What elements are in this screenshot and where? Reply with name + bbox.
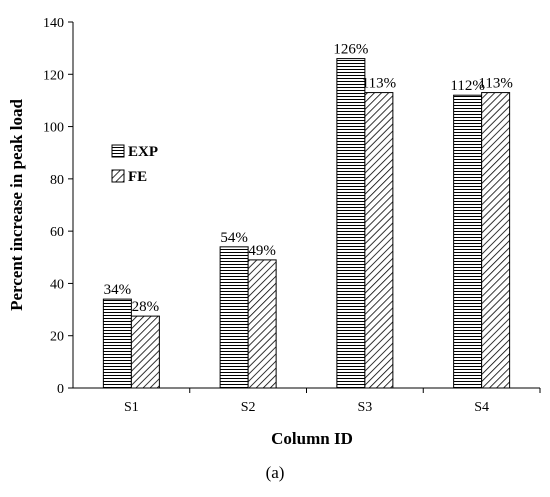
bar-exp-s1 — [102, 298, 132, 389]
legend-swatch-exp — [111, 144, 125, 158]
y-tick-label: 60 — [50, 225, 64, 240]
x-axis-title: Column ID — [271, 429, 353, 448]
x-tick-label: S2 — [241, 400, 256, 415]
data-label: 112% — [450, 78, 484, 94]
data-label: 28% — [132, 299, 160, 315]
x-tick-label: S1 — [124, 400, 139, 415]
legend-swatch-fe — [111, 169, 125, 183]
y-tick-label: 20 — [50, 330, 64, 345]
legend: EXP FE — [111, 144, 158, 185]
bars — [102, 58, 511, 389]
data-labels: 34% 54% 126% 112% 28% 49% 113% 113% — [104, 42, 513, 316]
y-tick-label: 0 — [57, 382, 64, 397]
legend-label-fe: FE — [128, 169, 147, 185]
y-tick-label: 120 — [43, 68, 64, 83]
data-label: 54% — [220, 230, 248, 246]
y-tick-label: 40 — [50, 277, 64, 292]
y-tick-label: 80 — [50, 173, 64, 188]
x-tick-label: S4 — [474, 400, 489, 415]
bar-exp-s3 — [336, 58, 366, 389]
bar-exp-s4 — [453, 94, 483, 389]
data-label: 113% — [478, 76, 512, 92]
bar-fe-s3 — [364, 92, 394, 389]
data-label: 113% — [362, 76, 396, 92]
data-label: 126% — [333, 42, 368, 58]
x-tick-label: S3 — [357, 400, 372, 415]
bar-exp-s2 — [219, 246, 249, 389]
bar-fe-s1 — [130, 315, 160, 389]
y-axis-title: Percent increase in peak load — [7, 99, 26, 311]
data-label: 49% — [248, 243, 276, 259]
figure-caption: (a) — [266, 463, 285, 482]
bar-fe-s2 — [247, 259, 277, 389]
axes: 0 20 40 60 80 100 120 140 S1 S2 S3 S4 — [43, 16, 541, 415]
y-tick-label: 100 — [43, 121, 64, 136]
y-tick-label: 140 — [43, 16, 64, 31]
data-label: 34% — [104, 282, 132, 298]
bar-fe-s4 — [481, 92, 511, 389]
legend-label-exp: EXP — [128, 144, 158, 160]
